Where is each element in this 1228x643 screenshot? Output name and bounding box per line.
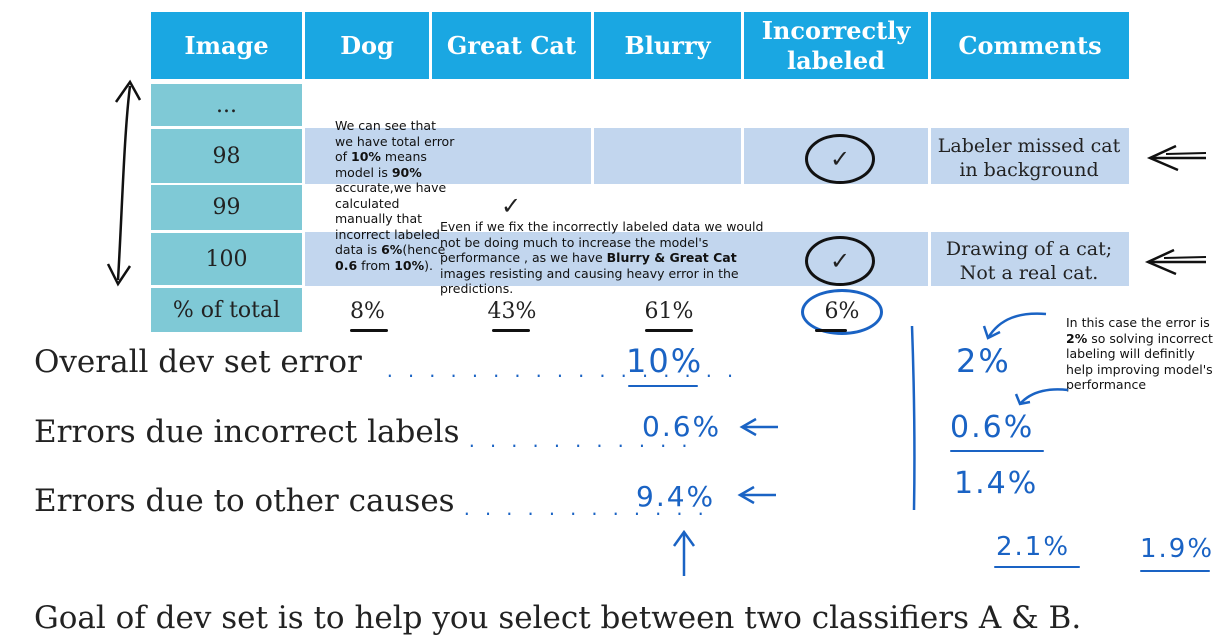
band-divider	[741, 128, 744, 184]
underline	[815, 329, 847, 332]
image-cell-100: 100	[151, 233, 302, 285]
alt-incorrect-value: 0.6%	[950, 410, 1035, 445]
overall-error-value: 10%	[626, 342, 704, 380]
header-incorrectly-labeled: Incorrectly labeled	[744, 12, 928, 79]
alt-overall-value: 2%	[956, 342, 1011, 380]
leader-dots: . . . . . . . . . . .	[467, 432, 691, 451]
check-icon: ✓	[500, 192, 522, 220]
total-dog: 8%	[350, 298, 385, 324]
total-incorrectly-labeled: 6%	[824, 298, 860, 324]
goal-text: Goal of dev set is to help you select be…	[34, 600, 1082, 636]
left-arrow-icon	[1146, 144, 1207, 172]
underline	[492, 329, 530, 332]
note-right: In this case the error is 2% so solving …	[1066, 315, 1213, 392]
comment-98: Labeler missed cat in background	[937, 135, 1121, 181]
overall-error-label: Overall dev set error	[34, 344, 362, 380]
image-cell-ellipsis: ...	[151, 84, 302, 126]
vertical-double-arrow-icon	[106, 79, 142, 287]
check-icon: ✓	[829, 247, 851, 275]
band-divider	[928, 128, 931, 184]
underline	[350, 329, 388, 332]
band-divider	[591, 128, 594, 184]
curved-arrow-icon	[1014, 388, 1069, 406]
row-band-98	[305, 128, 1129, 184]
header-image: Image	[151, 12, 302, 79]
check-circle-100	[805, 236, 875, 286]
other-causes-label: Errors due to other causes	[34, 483, 455, 519]
underline	[645, 329, 693, 332]
image-cell-98: 98	[151, 129, 302, 183]
comment-100: Drawing of a cat; Not a real cat.	[945, 238, 1113, 284]
extra-value-b: 1.9%	[1140, 534, 1215, 564]
left-arrow-icon	[1144, 248, 1207, 276]
underline	[994, 566, 1080, 568]
band-divider	[928, 232, 931, 286]
extra-value-a: 2.1%	[996, 532, 1071, 562]
underline	[950, 450, 1044, 452]
total-blurry: 61%	[644, 298, 694, 324]
up-arrow-icon	[672, 529, 696, 576]
incorrect-labels-label: Errors due incorrect labels	[34, 414, 460, 450]
total-great-cat: 43%	[487, 298, 537, 324]
left-arrow-icon	[737, 485, 776, 505]
total-circle	[801, 289, 883, 335]
row-band-100	[305, 232, 1129, 286]
image-cell-99: 99	[151, 185, 302, 230]
header-dog: Dog	[305, 12, 429, 79]
incorrect-labels-value: 0.6%	[642, 410, 722, 443]
header-blurry: Blurry	[594, 12, 741, 79]
leader-dots: . . . . . . . . . . . .	[462, 500, 707, 519]
note-middle: Even if we fix the incorrectly labeled d…	[440, 219, 764, 296]
leader-dots: . . . . . . . . . . . . . . . . .	[385, 362, 736, 381]
header-great-cat: Great Cat	[432, 12, 591, 79]
other-causes-value: 9.4%	[636, 480, 716, 513]
vertical-divider	[910, 325, 916, 511]
header-comments: Comments	[931, 12, 1129, 79]
alt-other-value: 1.4%	[954, 466, 1039, 501]
total-label: % of total	[151, 288, 302, 332]
curved-arrow-icon	[982, 312, 1047, 340]
check-icon: ✓	[829, 145, 851, 173]
left-arrow-icon	[739, 417, 778, 437]
check-circle-98	[805, 134, 875, 184]
note-left: We can see that we have total error of 1…	[335, 118, 455, 273]
underline	[628, 385, 698, 387]
underline	[1140, 570, 1210, 572]
